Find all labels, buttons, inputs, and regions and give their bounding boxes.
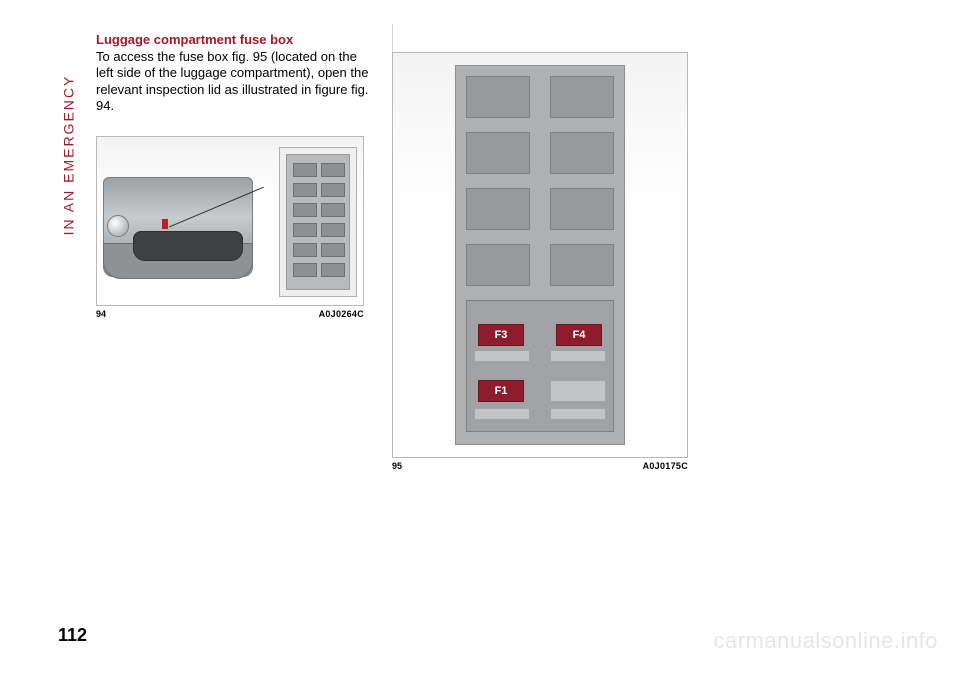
page-number: 112 — [58, 625, 87, 646]
fig94-marker — [162, 219, 168, 229]
figure-95-code: A0J0175C — [643, 461, 688, 471]
chapter-tab: IN AN EMERGENCY — [58, 20, 78, 290]
left-column: Luggage compartment fuse box To access t… — [96, 32, 376, 319]
section-heading: Luggage compartment fuse box — [96, 32, 376, 47]
figure-94-code: A0J0264C — [319, 309, 364, 319]
fig94-inset-panel — [286, 154, 350, 290]
figure-95: F3 F4 F1 — [392, 52, 688, 458]
right-column: F3 F4 F1 95 A0J0175C — [392, 30, 692, 471]
fuse-f3: F3 — [478, 324, 524, 346]
figure-95-caption: 95 A0J0175C — [392, 461, 688, 471]
section-body: To access the fuse box fig. 95 (located … — [96, 49, 376, 114]
chapter-title: IN AN EMERGENCY — [60, 75, 76, 236]
watermark: carmanualsonline.info — [713, 628, 938, 654]
fuse-f1: F1 — [478, 380, 524, 402]
figure-94 — [96, 136, 364, 306]
figure-95-number: 95 — [392, 461, 402, 471]
figure-94-number: 94 — [96, 309, 106, 319]
fig94-leader-line — [169, 187, 264, 247]
fuse-f4: F4 — [556, 324, 602, 346]
fig94-inset — [279, 147, 357, 297]
fig95-panel: F3 F4 F1 — [455, 65, 625, 445]
fig94-taillight — [107, 215, 129, 237]
figure-94-caption: 94 A0J0264C — [96, 309, 364, 319]
